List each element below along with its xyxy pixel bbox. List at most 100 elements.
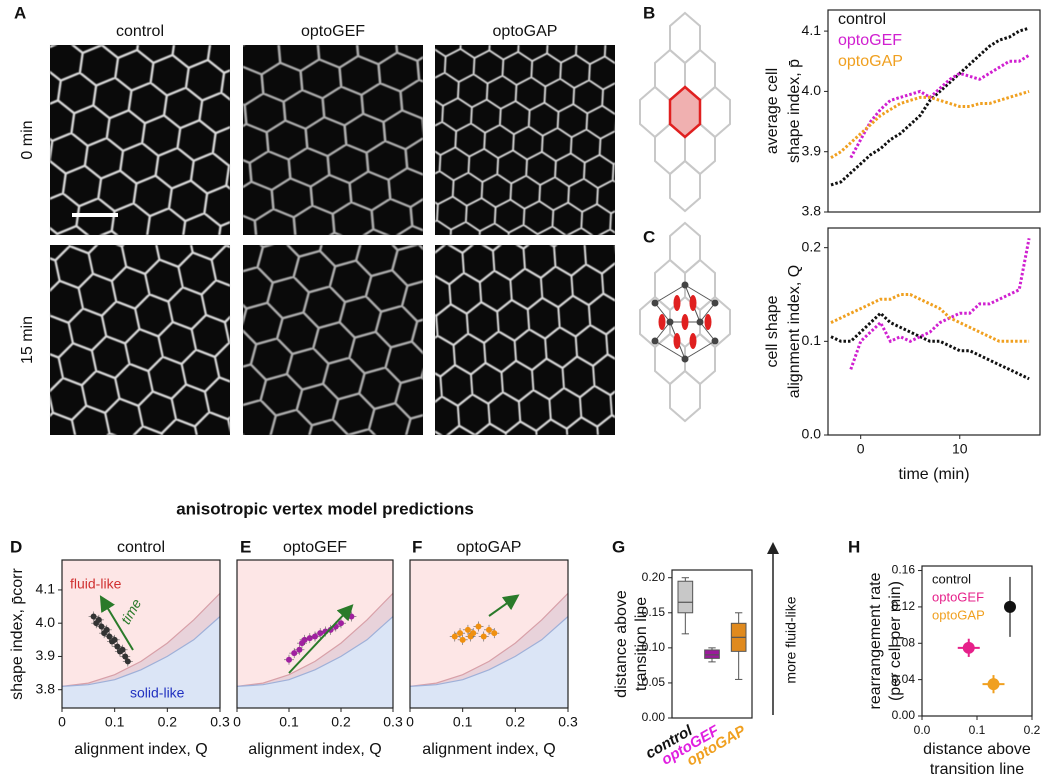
link [684,340,716,360]
annotation: fluid-like [70,576,122,592]
cell-axis [673,333,681,349]
link [684,284,716,304]
link [654,284,686,304]
y-tick-label: 3.9 [802,142,822,158]
legend-entry: optoGEF [932,589,984,604]
panel-letter: A [14,3,26,22]
point [470,630,477,637]
x-tick-label: 0.2 [158,714,178,730]
cell-center [681,355,689,363]
plot-frame [409,559,569,709]
point [111,636,118,643]
point [475,623,482,630]
link [654,340,686,360]
legend-entry: optoGEF [838,32,902,49]
series-line [830,293,1030,343]
link [699,321,716,342]
cell-center [696,318,704,326]
plot-frame [827,9,1041,213]
cell-outline [669,159,701,213]
cell-center [651,299,659,307]
panel-letter: D [10,537,22,556]
panel-letter: B [643,3,655,22]
x-axis-label: time (min) [898,466,969,483]
y-axis-label: distance above [613,590,630,698]
x-axis-label: alignment index, Q [248,741,381,758]
y-tick-label: 0.0 [802,426,822,442]
x-tick-label: 0.2 [331,714,351,730]
x-tick-label: 0 [233,714,241,730]
y-tick-label: 0.04 [892,672,916,686]
cell-outline [669,369,701,423]
cell-diagrams [639,11,731,423]
legend-entry: control [932,571,971,586]
box [677,580,694,614]
point [90,613,97,620]
phase-region [237,616,393,708]
series-line [849,53,1030,159]
y-axis-label: cell shape [764,295,781,367]
cell-center [711,299,719,307]
y-tick-label: 4.1 [802,22,822,38]
point [95,616,102,623]
series-line [830,89,1030,159]
cell-axis [689,295,697,311]
panel-letter: H [848,537,860,556]
y-tick-label: 4.0 [36,614,56,630]
phase-region [62,616,220,708]
point [457,630,464,637]
y-tick-label: 0.00 [892,708,916,722]
legend-entry: control [838,11,886,28]
micrographs [50,45,615,435]
chart-title: control [117,539,165,556]
phase-region [410,616,568,708]
point [451,633,458,640]
point [1004,600,1016,613]
x-tick-label: 0.3 [383,714,403,730]
point [98,623,105,630]
y-tick-label: 3.8 [36,680,56,696]
link [654,321,671,342]
y-tick-label: 0.00 [642,710,666,724]
point [348,613,355,620]
box [704,649,720,659]
transition-line [61,616,221,687]
annotation: more fluid-like [783,596,799,683]
y-tick-label: 0.2 [802,238,822,254]
chart-title: optoGAP [457,539,522,556]
x-axis-label: alignment index, Q [74,741,207,758]
point [312,633,318,640]
y-axis-label: (per cell per min) [887,581,904,701]
y-axis-label: alignment index, Q [786,265,803,398]
y-tick-label: 0.16 [892,563,916,577]
y-tick-label: 4.0 [802,82,822,98]
point [486,626,492,633]
x-axis-label: alignment index, Q [422,741,555,758]
cell-outlines [50,45,230,235]
x-tick-label: 0.0 [914,723,931,737]
cell-axis [673,295,681,311]
y-tick-label: 0.12 [892,599,916,613]
panel-letter: F [412,537,422,556]
cell-outline [684,332,716,386]
cell-outlines [243,45,423,235]
time-arrow [99,595,134,651]
panel-letter: G [612,537,625,556]
y-axis-label: shape index, p̄ [786,59,803,163]
legend-entry: optoGAP [838,53,903,70]
panel-letter: C [643,227,655,246]
transition-line [409,616,569,687]
point [962,641,975,654]
cell-outline [654,332,686,386]
point [119,646,126,653]
cell-outline [684,258,716,312]
legend-entry: optoGAP [932,607,985,622]
cell-outlines [50,245,230,435]
cell-outline [699,85,731,139]
plot-frame [671,569,753,719]
cell-outline [669,221,701,275]
column-label: optoGEF [301,23,365,40]
point [464,626,471,633]
transition-line [236,616,394,687]
